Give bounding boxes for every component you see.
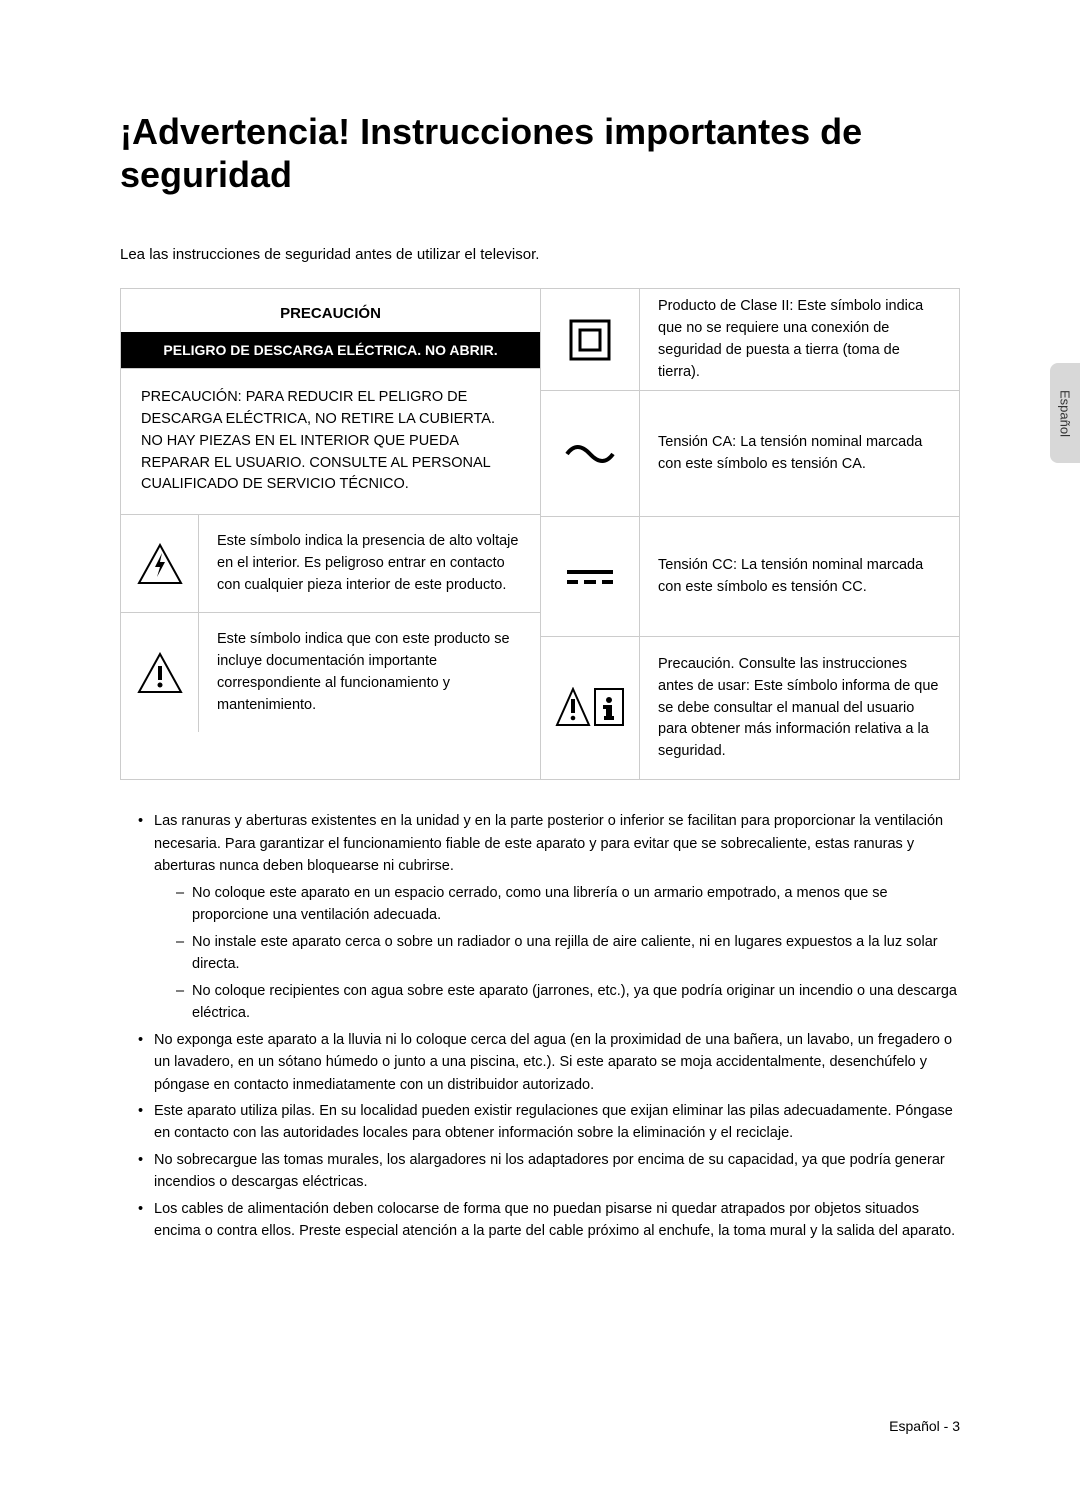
- bullet-item: Este aparato utiliza pilas. En su locali…: [138, 1100, 960, 1145]
- voltage-row: Este símbolo indica la presencia de alto…: [121, 515, 540, 613]
- bullet-item: Los cables de alimentación deben colocar…: [138, 1198, 960, 1243]
- precaucion-label: PRECAUCIÓN: [121, 289, 540, 332]
- exclamation-triangle-icon: [121, 613, 199, 732]
- language-tab: Español: [1050, 363, 1080, 463]
- page-footer: Español - 3: [889, 1418, 960, 1434]
- class2-desc: Producto de Clase II: Este símbolo indic…: [640, 289, 959, 390]
- bullet-list: Las ranuras y aberturas existentes en la…: [120, 810, 960, 1242]
- dc-row: Tensión CC: La tensión nominal marcada c…: [540, 517, 959, 637]
- ac-desc: Tensión CA: La tensión nominal marcada c…: [640, 391, 959, 516]
- dc-lines-icon: [540, 517, 640, 636]
- manual-desc: Precaución. Consulte las instrucciones a…: [640, 637, 959, 779]
- documentation-row: Este símbolo indica que con este product…: [121, 613, 540, 732]
- peligro-label: PELIGRO DE DESCARGA ELÉCTRICA. NO ABRIR.: [121, 332, 540, 368]
- dc-desc: Tensión CC: La tensión nominal marcada c…: [640, 517, 959, 636]
- sub-bullet-item: No instale este aparato cerca o sobre un…: [176, 931, 960, 976]
- triangle-info-icon: [540, 637, 640, 779]
- documentation-desc: Este símbolo indica que con este product…: [199, 613, 540, 732]
- bullet-item: No sobrecargue las tomas murales, los al…: [138, 1149, 960, 1194]
- caution-text: PRECAUCIÓN: PARA REDUCIR EL PELIGRO DE D…: [121, 369, 540, 515]
- manual-row: Precaución. Consulte las instrucciones a…: [540, 637, 959, 779]
- language-tab-label: Español: [1058, 390, 1073, 437]
- intro-text: Lea las instrucciones de seguridad antes…: [120, 246, 960, 263]
- bullet-item: Las ranuras y aberturas existentes en la…: [138, 810, 960, 1024]
- ac-row: Tensión CA: La tensión nominal marcada c…: [540, 391, 959, 517]
- page-title: ¡Advertencia! Instrucciones importantes …: [120, 110, 960, 196]
- bullet-item: No exponga este aparato a la lluvia ni l…: [138, 1029, 960, 1096]
- ac-wave-icon: [540, 391, 640, 516]
- lightning-triangle-icon: [121, 515, 199, 612]
- voltage-desc: Este símbolo indica la presencia de alto…: [199, 515, 540, 612]
- class2-row: Producto de Clase II: Este símbolo indic…: [540, 289, 959, 391]
- sub-bullet-item: No coloque recipientes con agua sobre es…: [176, 980, 960, 1025]
- warning-table: PRECAUCIÓN PELIGRO DE DESCARGA ELÉCTRICA…: [120, 288, 960, 780]
- sub-bullet-item: No coloque este aparato en un espacio ce…: [176, 882, 960, 927]
- double-square-icon: [540, 289, 640, 390]
